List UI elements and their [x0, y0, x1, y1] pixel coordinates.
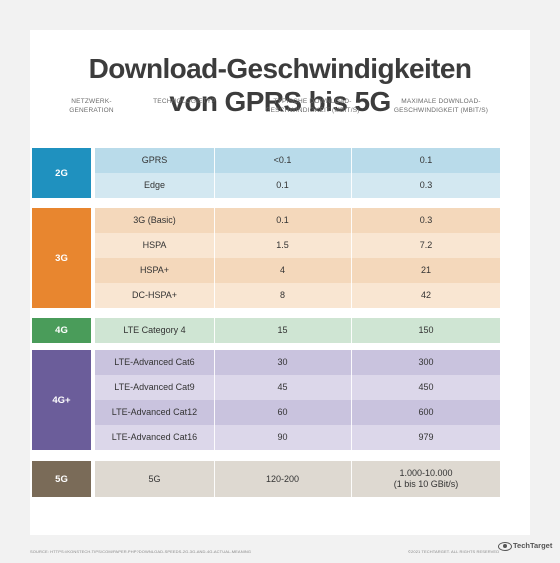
column-divider [214, 233, 215, 258]
table-row: LTE-Advanced Cat12 60 600 [95, 400, 500, 425]
column-divider [214, 400, 215, 425]
max-speed-cell: 600 [418, 407, 434, 417]
table-row: DC-HSPA+ 8 42 [95, 283, 500, 308]
column-divider [351, 208, 352, 233]
technology-cell: 3G (Basic) [133, 215, 176, 225]
max-speed-cell: 21 [420, 265, 431, 275]
technology-cell: DC-HSPA+ [131, 290, 178, 300]
max-speed-cell: 42 [420, 290, 431, 300]
typical-speed-cell: 15 [277, 325, 288, 335]
group-4gplus: 4G+ LTE-Advanced Cat6 30 300 LTE-Advanced Ca… [32, 350, 500, 450]
typical-speed-cell: 8 [279, 290, 285, 300]
column-divider [214, 461, 215, 497]
group-3g: 3G 3G (Basic) 0.1 0.3 HSPA 1.5 7.2 HSPA+ 4 21 DC-H… [32, 208, 500, 308]
copyright-note: ©2021 TECHTARGET. ALL RIGHTS RESERVED [408, 549, 500, 554]
max-speed-cell: 450 [418, 382, 434, 392]
max-speed-cell: 0.3 [419, 180, 433, 190]
typical-speed-cell: 45 [277, 382, 288, 392]
technology-cell: 5G [148, 473, 161, 484]
technology-cell: LTE-Advanced Cat16 [111, 432, 198, 442]
technology-cell: GPRS [141, 155, 168, 165]
column-divider [214, 173, 215, 198]
header-typical-speed: TYPISCHE DOWNLOAD- GESCHWINDIGKEIT (MBIT… [265, 98, 360, 114]
column-divider [214, 375, 215, 400]
column-divider [351, 461, 352, 497]
group-2g: 2G GPRS <0.1 0.1 Edge 0.1 0.3 [32, 148, 500, 198]
column-divider [214, 318, 215, 343]
column-divider [351, 350, 352, 375]
column-divider [351, 318, 352, 343]
column-divider [351, 173, 352, 198]
title-line-2: von GPRS bis 5G [169, 86, 391, 117]
column-divider [214, 258, 215, 283]
column-divider [214, 208, 215, 233]
table-row: GPRS <0.1 0.1 [95, 148, 500, 173]
technology-cell: LTE-Advanced Cat9 [114, 382, 195, 392]
column-divider [214, 425, 215, 450]
table-row: LTE-Advanced Cat6 30 300 [95, 350, 500, 375]
column-divider [351, 425, 352, 450]
column-divider [214, 148, 215, 173]
page-title: Download-Geschwindigkeiten von GPRS bis … [30, 52, 530, 118]
typical-speed-cell: 120-200 [265, 473, 300, 484]
generation-label: 3G [32, 208, 91, 308]
typical-speed-cell: 30 [277, 357, 288, 367]
technology-cell: LTE-Advanced Cat12 [111, 407, 198, 417]
typical-speed-cell: 90 [277, 432, 288, 442]
generation-label: 2G [32, 148, 91, 198]
table-row: HSPA+ 4 21 [95, 258, 500, 283]
typical-speed-cell: 0.1 [276, 180, 289, 190]
typical-speed-cell: 4 [279, 265, 285, 275]
column-divider [351, 233, 352, 258]
title-line-1: Download-Geschwindigkeiten [88, 53, 472, 84]
generation-label: 5G [32, 461, 91, 497]
typical-speed-cell: 1.5 [276, 240, 289, 250]
brand-name: TechTarget [513, 541, 553, 550]
table-row: HSPA 1.5 7.2 [95, 233, 500, 258]
header-max-speed: MAXIMALE DOWNLOAD- GESCHWINDIGKEIT (MBIT… [393, 98, 489, 114]
max-speed-cell: 300 [418, 357, 434, 367]
eye-icon [498, 541, 512, 551]
technology-cell: HSPA [142, 240, 167, 250]
typical-speed-cell: 0.1 [276, 215, 289, 225]
typical-speed-cell: <0.1 [273, 155, 292, 165]
technology-cell: LTE Category 4 [123, 325, 186, 335]
column-divider [214, 350, 215, 375]
max-speed-cell: 150 [418, 325, 434, 335]
group-4g: 4G LTE Category 4 15 150 [32, 318, 500, 343]
max-speed-cell: 979 [418, 432, 434, 442]
header-generation: NETZWERK- GENERATION [69, 98, 114, 114]
column-divider [351, 375, 352, 400]
generation-label: 4G [32, 318, 91, 343]
column-divider [351, 283, 352, 308]
table-row: Edge 0.1 0.3 [95, 173, 500, 198]
technology-cell: HSPA+ [139, 265, 170, 275]
column-divider [351, 258, 352, 283]
table-row: LTE-Advanced Cat9 45 450 [95, 375, 500, 400]
table-row: 5G 120-200 1.000-10.000 (1 bis 10 GBit/s) [95, 461, 500, 497]
column-divider [214, 283, 215, 308]
column-divider [351, 400, 352, 425]
technology-cell: LTE-Advanced Cat6 [114, 357, 195, 367]
generation-label: 4G+ [32, 350, 91, 450]
max-speed-cell: 7.2 [419, 240, 433, 250]
source-note: SOURCE: HTTPS://KONSTECH.TIPS/COM/PAPER.… [30, 549, 252, 554]
typical-speed-cell: 60 [277, 407, 288, 417]
max-speed-cell: 1.000-10.000 (1 bis 10 GBit/s) [393, 468, 459, 489]
table-row: LTE-Advanced Cat16 90 979 [95, 425, 500, 450]
techtarget-logo: TechTarget [498, 541, 552, 551]
technology-cell: Edge [143, 180, 166, 190]
max-speed-cell: 0.1 [419, 155, 433, 165]
table-row: LTE Category 4 15 150 [95, 318, 500, 343]
column-divider [351, 148, 352, 173]
table-row: 3G (Basic) 0.1 0.3 [95, 208, 500, 233]
group-5g: 5G 5G 120-200 1.000-10.000 (1 bis 10 GBit/s… [32, 461, 500, 497]
max-speed-cell: 0.3 [419, 215, 433, 225]
header-technology: TECHNOLOGIETYP [153, 98, 216, 105]
